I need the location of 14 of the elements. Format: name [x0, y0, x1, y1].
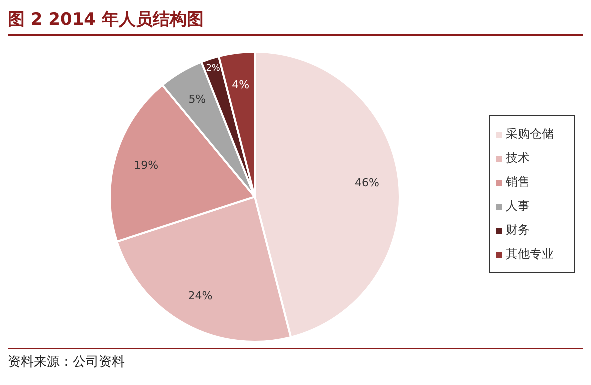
- legend-label: 技术: [506, 151, 530, 165]
- data-label: 4%: [232, 78, 250, 92]
- chart-title: 图 2 2014 年人员结构图: [8, 8, 583, 36]
- legend-label: 财务: [506, 223, 530, 237]
- legend-label: 其他专业: [506, 247, 554, 261]
- data-label: 5%: [188, 93, 206, 106]
- legend-label: 人事: [506, 199, 530, 213]
- data-label: 24%: [188, 290, 213, 303]
- data-label: 19%: [134, 158, 159, 172]
- data-label: 2%: [206, 64, 221, 74]
- legend-label: 采购仓储: [506, 127, 554, 141]
- text: 资料来源：公司资料: [8, 349, 583, 371]
- legend-label: 销售: [506, 175, 530, 189]
- data-label: 46%: [354, 176, 380, 190]
